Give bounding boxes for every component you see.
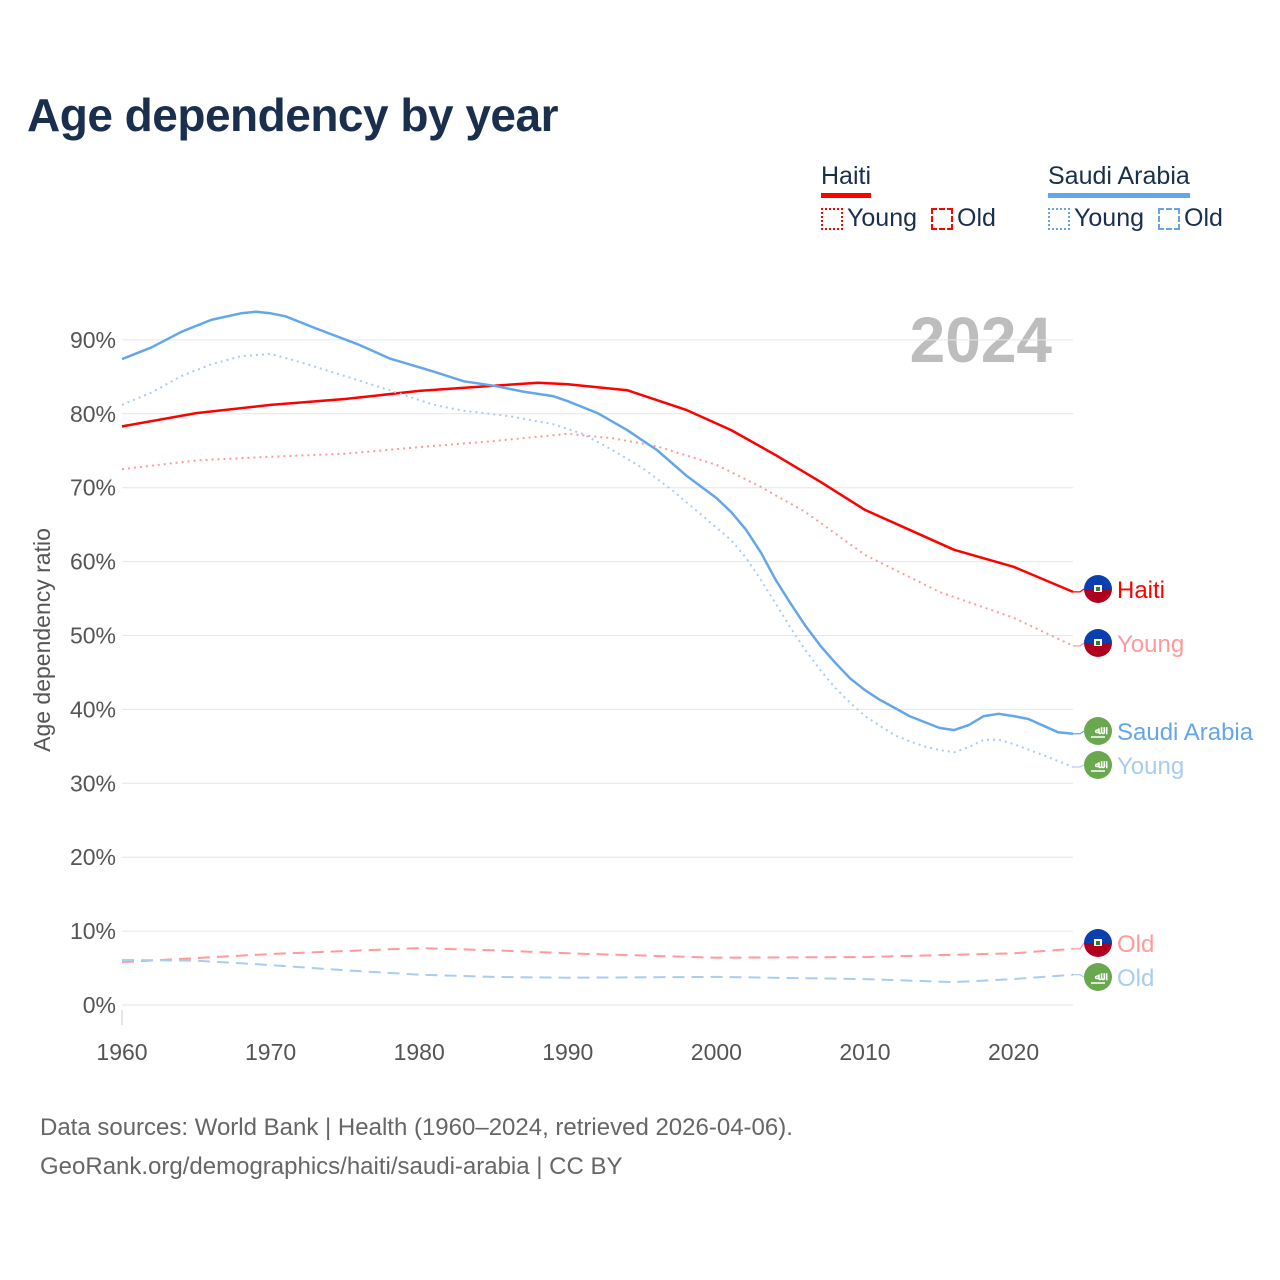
haiti-flag-icon xyxy=(1084,929,1112,957)
x-tick-label: 2010 xyxy=(839,1039,890,1065)
dashed-swatch-icon xyxy=(931,207,953,230)
line-chart: 2024 Age dependency ratio 0%10%20%30%40%… xyxy=(29,304,1254,1065)
y-tick-label: 0% xyxy=(83,992,116,1018)
y-tick-label: 60% xyxy=(70,549,116,575)
legend-country-name: Saudi Arabia xyxy=(1048,162,1190,198)
chart-title: Age dependency by year xyxy=(27,89,558,141)
haiti-flag-icon xyxy=(1084,575,1112,603)
y-tick-label: 30% xyxy=(70,770,116,796)
legend-item-saudi-young[interactable]: Young xyxy=(1048,204,1144,233)
x-tick-label: 2000 xyxy=(691,1039,742,1065)
dotted-swatch-icon xyxy=(1048,207,1070,230)
x-tick-label: 2020 xyxy=(988,1039,1039,1065)
label-connector xyxy=(1073,942,1085,950)
label-connector xyxy=(1073,588,1085,593)
saudi-flag-icon: ﷲ xyxy=(1084,751,1112,779)
footer: Data sources: World Bank | Health (1960–… xyxy=(40,1108,793,1186)
saudi-flag-icon: ﷲ xyxy=(1084,717,1112,745)
series-line-haiti-young xyxy=(121,432,1074,647)
y-tick-label: 70% xyxy=(70,475,116,501)
x-tick-label: 1960 xyxy=(96,1039,147,1065)
series-end-label: Old xyxy=(1117,965,1154,992)
label-connector xyxy=(1073,642,1085,647)
legend-item-haiti-young[interactable]: Young xyxy=(821,204,917,233)
x-tick-label: 1970 xyxy=(245,1039,296,1065)
dashed-swatch-icon xyxy=(1158,207,1180,230)
x-tick-label: 1980 xyxy=(394,1039,445,1065)
legend-label: Young xyxy=(1074,204,1144,232)
series-line-saudi-arabia xyxy=(121,310,1074,736)
saudi-flag-icon: ﷲ xyxy=(1084,963,1112,991)
y-tick-label: 90% xyxy=(70,327,116,353)
y-tick-label: 10% xyxy=(70,918,116,944)
legend-saudi-arabia: Saudi Arabia Young Old xyxy=(1048,162,1223,233)
attribution-link[interactable]: GeoRank.org/demographics/haiti/saudi-ara… xyxy=(40,1153,623,1180)
legend-haiti: Haiti Young Old xyxy=(821,162,996,233)
haiti-flag-icon xyxy=(1084,629,1112,657)
label-connector xyxy=(1073,730,1085,735)
y-tick-label: 20% xyxy=(70,844,116,870)
series-end-label: Saudi Arabia xyxy=(1117,719,1254,746)
legend-country-name: Haiti xyxy=(821,162,872,198)
series-line-saudi-arabia-old xyxy=(121,958,1074,984)
series-end-label: Old xyxy=(1117,931,1154,958)
series-end-label: Young xyxy=(1117,753,1184,780)
data-source-text: Data sources: World Bank | Health (1960–… xyxy=(40,1114,793,1141)
series-end-label: Haiti xyxy=(1117,577,1165,604)
label-connector xyxy=(1073,974,1085,978)
legend-label: Old xyxy=(1184,204,1223,232)
series-end-label: Young xyxy=(1117,631,1184,658)
series-line-haiti xyxy=(121,381,1074,594)
y-tick-label: 40% xyxy=(70,696,116,722)
legend-label: Old xyxy=(957,204,996,232)
legend-label: Young xyxy=(847,204,917,232)
y-tick-label: 80% xyxy=(70,401,116,427)
x-tick-label: 1990 xyxy=(542,1039,593,1065)
dotted-swatch-icon xyxy=(821,207,843,230)
legend-item-haiti-old[interactable]: Old xyxy=(931,204,996,233)
y-axis-label: Age dependency ratio xyxy=(29,528,55,752)
legend-item-saudi-old[interactable]: Old xyxy=(1158,204,1223,233)
series-line-haiti-old xyxy=(121,947,1074,964)
y-tick-label: 50% xyxy=(70,623,116,649)
label-connector xyxy=(1073,764,1085,768)
series-line-saudi-arabia-young xyxy=(121,352,1074,768)
